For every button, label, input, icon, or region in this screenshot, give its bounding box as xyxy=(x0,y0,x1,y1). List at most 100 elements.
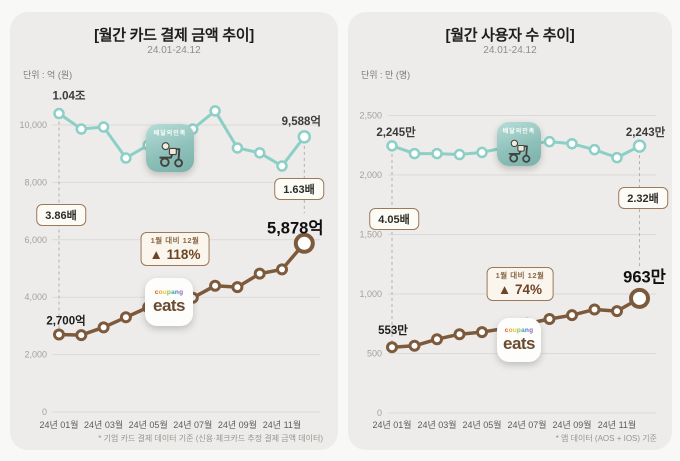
ratio-box-start: 3.86배 xyxy=(36,204,86,226)
coupang-end-value: 963만 xyxy=(623,267,666,286)
unit-label: 단위 : 억 (원) xyxy=(23,70,73,80)
coupang-letter: a xyxy=(171,288,175,296)
data-point xyxy=(611,151,623,164)
users-line-chart: 0 500 1,000 1,500 2,000 2,500 24년 01월 24년 03월 24… xyxy=(359,111,666,431)
y-tick-label: 2,000 xyxy=(24,350,47,360)
data-point xyxy=(476,146,488,159)
data-point xyxy=(431,147,443,160)
change-caption: 1월 대비 12월 xyxy=(495,271,545,280)
data-point xyxy=(297,130,312,144)
y-tick-label: 4,000 xyxy=(24,292,47,302)
data-point xyxy=(408,147,421,160)
y-tick-label: 6,000 xyxy=(24,235,47,245)
data-point xyxy=(632,139,647,153)
data-point xyxy=(209,279,222,292)
y-tick-label: 2,500 xyxy=(359,111,382,121)
data-point xyxy=(276,160,288,172)
coupang-letter: o xyxy=(508,326,513,334)
payment-line-chart: 0 2,000 4,000 6,000 8,000 10,000 24년 01월 24년 03… xyxy=(19,90,323,430)
coupang-wordmark: coupang xyxy=(504,326,534,335)
y-tick-label: 0 xyxy=(377,408,382,418)
coupang-letter: g xyxy=(179,288,184,296)
coupang-letter: n xyxy=(524,326,530,334)
coupang-wordmark: coupang xyxy=(154,288,184,297)
baemin-end-value: 9,588억 xyxy=(282,115,321,128)
coupang-eats-app-icon: coupang eats xyxy=(145,278,193,326)
baemin-wordmark: 배달의민족 xyxy=(502,129,536,135)
date-range: 24.01-24.12 xyxy=(483,45,537,56)
data-point xyxy=(543,135,556,148)
x-tick-label: 24년 01월 xyxy=(372,419,411,430)
baemin-wordmark: 배달의민족 xyxy=(153,131,187,137)
coupang-letter: p xyxy=(166,288,172,296)
data-point xyxy=(543,312,556,325)
data-point xyxy=(97,321,110,334)
scooter-icon xyxy=(509,139,531,163)
data-point xyxy=(53,328,65,341)
change-box: 1월 대비 12월 ▲ 118% xyxy=(140,232,210,266)
x-tick-label: 24년 07월 xyxy=(173,419,212,430)
data-point xyxy=(293,232,315,254)
change-box: 1월 대비 12월 ▲ 74% xyxy=(486,267,554,301)
change-value: ▲ 74% xyxy=(497,282,543,297)
ratio-box-end: 1.63배 xyxy=(274,178,324,200)
coupang-letter: o xyxy=(158,288,163,296)
y-tick-label: 8,000 xyxy=(24,177,47,187)
page-title: [월간 카드 결제 금액 추이] xyxy=(94,27,254,44)
data-point xyxy=(566,137,578,150)
data-point xyxy=(453,148,466,161)
payment-chart-panel: [월간 카드 결제 금액 추이] 24.01-24.12 단위 : 억 (원) … xyxy=(10,12,338,450)
scooter-icon xyxy=(159,142,183,168)
eats-wordmark: eats xyxy=(152,296,186,316)
baemin-app-icon: 배달의민족 xyxy=(146,124,194,172)
data-point xyxy=(209,105,221,117)
ratio-box-start: 4.05배 xyxy=(369,208,419,230)
date-range: 24.01-24.12 xyxy=(147,45,201,56)
eats-wordmark: eats xyxy=(502,334,536,354)
x-tick-label: 24년 07월 xyxy=(507,419,546,430)
coupang-start-value: 2,700억 xyxy=(46,315,85,328)
coupang-letter: u xyxy=(162,288,167,296)
data-point xyxy=(588,143,601,156)
change-caption: 1월 대비 12월 xyxy=(150,236,200,245)
coupang-letter: n xyxy=(174,288,180,296)
y-tick-label: 1,000 xyxy=(359,289,382,299)
change-value: ▲ 118% xyxy=(149,247,201,262)
data-point xyxy=(119,311,132,324)
data-point xyxy=(566,309,578,322)
baemin-app-icon: 배달의민족 xyxy=(497,122,541,166)
coupang-end-value: 5,878억 xyxy=(267,218,323,237)
ratio-box-end: 2.32배 xyxy=(618,187,668,209)
coupang-letter: g xyxy=(529,326,534,334)
data-point xyxy=(476,326,488,339)
data-point xyxy=(588,303,601,316)
y-tick-label: 500 xyxy=(367,349,382,359)
data-point xyxy=(97,121,110,133)
baemin-start-value: 2,245만 xyxy=(376,125,416,139)
x-tick-label: 24년 01월 xyxy=(39,419,78,430)
y-tick-label: 10,000 xyxy=(19,120,47,130)
data-point xyxy=(386,341,398,354)
y-tick-label: 0 xyxy=(42,407,47,417)
unit-label: 단위 : 만 (명) xyxy=(361,70,411,80)
x-tick-label: 24년 05월 xyxy=(462,419,501,430)
x-tick-label: 24년 11월 xyxy=(263,419,301,430)
x-tick-label: 24년 03월 xyxy=(417,419,456,430)
data-point xyxy=(75,123,88,135)
x-tick-label: 24년 05월 xyxy=(129,419,168,430)
coupang-letter: c xyxy=(504,326,509,334)
coupang-start-value: 553만 xyxy=(378,323,408,337)
y-tick-label: 2,000 xyxy=(359,170,382,180)
data-point xyxy=(120,152,132,164)
users-chart-panel: [월간 사용자 수 추이] 24.01-24.12 단위 : 만 (명) 0 50… xyxy=(348,12,672,450)
coupang-letter: a xyxy=(521,326,525,334)
coupang-letter: c xyxy=(154,288,159,296)
x-tick-label: 24년 09월 xyxy=(552,419,591,430)
footnote: * 앱 데이터 (AOS + IOS) 기준 xyxy=(555,434,657,443)
data-point xyxy=(386,140,398,152)
x-tick-label: 24년 03월 xyxy=(84,419,123,430)
data-point xyxy=(453,328,466,341)
baemin-end-value: 2,243만 xyxy=(626,125,666,139)
data-point xyxy=(231,281,244,294)
